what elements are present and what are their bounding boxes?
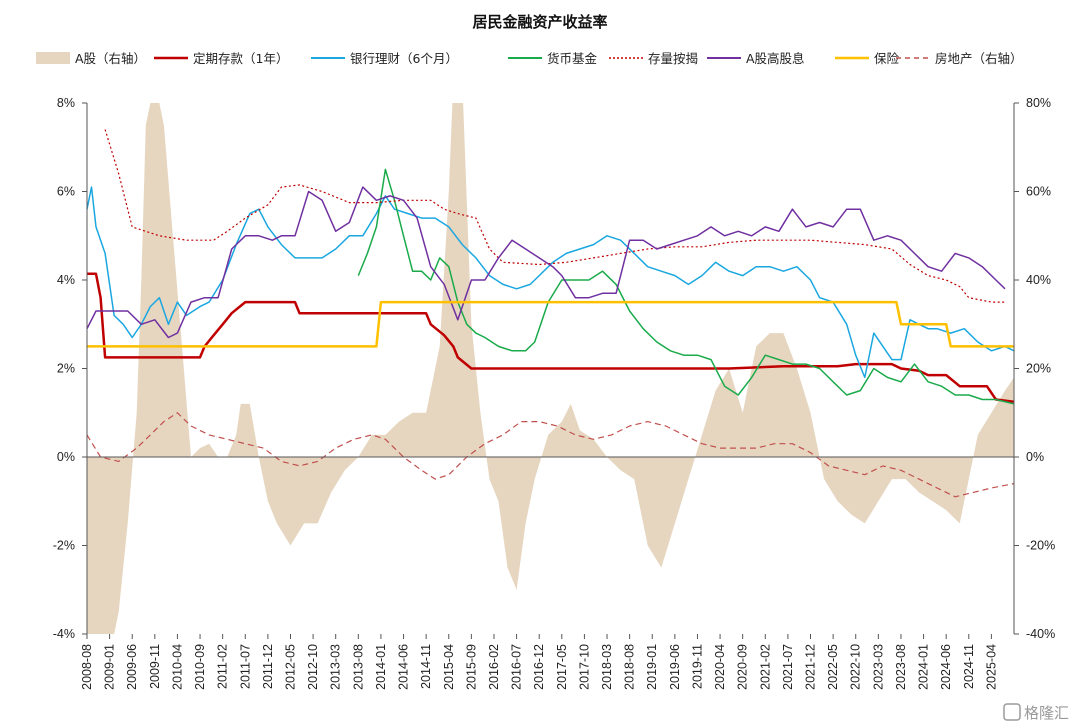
series-line-1 [87,272,1014,403]
watermark: 格隆汇 [1003,703,1069,722]
legend-label: 房地产（右轴） [935,51,1023,66]
x-tick-label: 2021-12 [804,644,818,690]
x-tick-label: 2012-10 [306,644,320,690]
x-tick-label: 2009-06 [125,644,139,690]
plot-area [87,103,1014,634]
legend: A股（右轴） 定期存款（1年） 银行理财（6个月） 货币基金 存量按揭 A股高股息 保险 房地… [36,51,1023,66]
left-tick-label: 6% [57,185,75,199]
right-tick-label: -40% [1026,627,1055,641]
x-tick-label: 2019-06 [668,644,682,690]
x-tick-label: 2009-11 [148,644,162,689]
x-tick-label: 2012-05 [284,644,298,690]
x-tick-label: 2016-12 [532,644,546,690]
left-tick-label: 2% [57,362,75,376]
right-tick-label: 0% [1026,450,1044,464]
x-tick-label: 2015-04 [442,644,456,690]
series-line-3 [357,168,1014,405]
x-tick-label: 2010-09 [193,644,207,690]
left-tick-label: 8% [57,96,75,110]
legend-swatch [36,52,70,64]
x-tick-label: 2014-06 [397,644,411,690]
left-tick-label: -4% [53,627,75,641]
x-tick-label: 2022-10 [849,644,863,690]
x-tick-label: 2018-08 [623,644,637,690]
legend-label: 定期存款（1年） [193,51,288,66]
x-tick-label: 2023-08 [894,644,908,690]
x-tick-label: 2016-02 [487,644,501,690]
x-tick-label: 2025-04 [984,644,998,690]
x-tick-label: 2020-09 [736,644,750,690]
legend-label: 银行理财（6个月） [350,51,458,66]
x-tick-label: 2019-11 [691,644,705,689]
series-line-4 [104,129,1005,303]
x-tick-label: 2014-01 [374,644,388,690]
legend-label: 货币基金 [547,51,598,66]
series-area-a-share [87,103,1014,634]
right-tick-label: 60% [1026,185,1051,199]
x-tick-label: 2017-10 [577,644,591,690]
x-tick-label: 2024-11 [962,644,976,689]
x-tick-label: 2013-08 [351,644,365,690]
x-tick-label: 2020-04 [713,644,727,690]
right-tick-label: 20% [1026,362,1051,376]
x-tick-label: 2021-02 [758,644,772,690]
right-tick-label: 40% [1026,273,1051,287]
x-tick-label: 2010-04 [170,644,184,690]
right-tick-label: -20% [1026,539,1055,553]
x-tick-label: 2024-06 [939,644,953,690]
x-tick-label: 2014-11 [419,644,433,689]
watermark-text: 格隆汇 [1024,704,1069,722]
gelonghui-logo-icon [1003,703,1021,721]
x-tick-label: 2011-07 [238,644,252,689]
x-tick-label: 2015-09 [464,644,478,690]
series-line-6 [87,300,1014,348]
x-tick-label: 2024-01 [917,644,931,690]
x-tick-label: 2011-02 [216,644,230,689]
x-tick-label: 2021-07 [781,644,795,690]
x-tick-label: 2023-03 [871,644,885,690]
x-tick-label: 2011-12 [261,644,275,689]
x-tick-label: 2009-01 [103,644,117,690]
legend-label: A股高股息 [746,51,805,66]
x-tick-label: 2018-03 [600,644,614,690]
x-tick-label: 2022-05 [826,644,840,690]
x-tick-label: 2017-05 [555,644,569,690]
legend-label: 保险 [874,51,900,66]
x-tick-label: 2008-08 [80,644,94,690]
x-tick-label: 2013-03 [329,644,343,690]
left-tick-label: -2% [53,539,75,553]
x-tick-label: 2019-01 [645,644,659,690]
axes: -4% -2% 0% 2% 4% 6% 8% -40% -20% 0% 20% 40% 60% 80% 20… [53,96,1055,690]
right-tick-label: 80% [1026,96,1051,110]
x-tick-label: 2016-07 [510,644,524,690]
series-line-7 [87,412,1014,498]
series-line-2 [87,186,1014,379]
left-tick-label: 4% [57,273,75,287]
series-line-5 [87,186,1006,339]
chart-title: 居民金融资产收益率 [472,13,607,31]
legend-label: 存量按揭 [648,51,698,66]
left-tick-label: 0% [57,450,75,464]
legend-label: A股（右轴） [75,51,146,66]
